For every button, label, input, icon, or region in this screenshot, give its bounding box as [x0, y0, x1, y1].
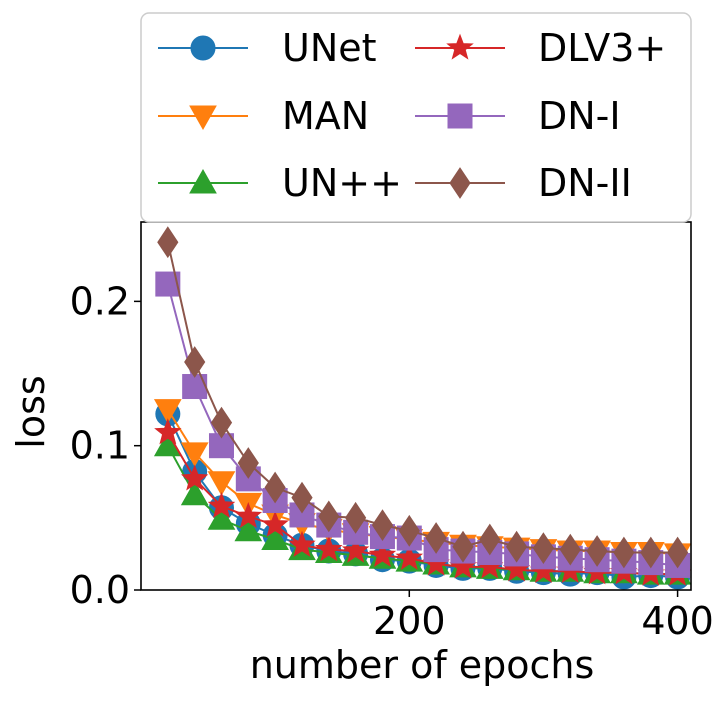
data-point-un — [207, 505, 236, 530]
data-point-un — [234, 516, 263, 542]
data-point-dn-ii — [666, 536, 689, 569]
data-point-dn-ii — [425, 522, 447, 554]
y-tick-label: 0.1 — [70, 424, 130, 468]
data-point-un — [180, 480, 209, 506]
plot-area — [153, 226, 692, 590]
data-point-dn-i — [182, 374, 208, 400]
data-point-man — [180, 442, 209, 467]
legend-entry-man: MAN — [158, 94, 369, 138]
data-point-dn-ii — [210, 406, 233, 439]
y-axis: 0.0 0.1 0.2 — [70, 279, 141, 612]
data-point-un — [261, 525, 289, 550]
legend-entry-un: UN++ — [158, 161, 402, 205]
data-point-dn-ii — [398, 514, 420, 547]
data-point-dlv3 — [180, 464, 209, 491]
data-point-dn-ii — [640, 536, 662, 569]
legend-frame — [140, 12, 692, 223]
legend-label: DLV3+ — [538, 26, 666, 70]
data-point-dlv3 — [288, 530, 316, 557]
data-point-dn-ii — [613, 536, 635, 569]
legend-label: UNet — [282, 26, 377, 70]
legend-entry-unet: UNet — [158, 26, 377, 70]
series-dlv3 — [154, 418, 692, 586]
legend-entry-dn-ii: DN-II — [415, 161, 632, 205]
data-point-dn-ii — [371, 509, 394, 542]
legend-entry-dlv3: DLV3+ — [415, 26, 666, 70]
data-point-dn-ii — [264, 471, 286, 504]
series-dn-i — [155, 271, 691, 578]
data-point-man — [153, 399, 182, 424]
x-axis: 200 400 — [373, 590, 714, 643]
data-point-dlv3 — [341, 536, 370, 563]
data-point-dn-ii — [344, 501, 367, 534]
data-point-dn-ii — [586, 535, 608, 567]
data-point-dn-ii — [559, 533, 581, 566]
data-point-dn-ii — [237, 447, 259, 479]
legend-label: DN-II — [538, 161, 632, 205]
legend-label: DN-I — [538, 94, 621, 138]
y-tick-label: 0.0 — [70, 568, 130, 612]
legend-marker-dn-ii — [449, 167, 471, 199]
data-point-dlv3 — [395, 543, 424, 570]
data-point-dn-ii — [505, 530, 528, 563]
data-point-dlv3 — [315, 535, 343, 562]
data-point-dn-ii — [184, 346, 206, 378]
series-man — [153, 399, 692, 568]
data-point-dn-ii — [157, 226, 179, 259]
x-tick-label: 400 — [641, 599, 714, 643]
legend-marker-dlv3 — [446, 33, 474, 60]
data-point-dn-ii — [452, 530, 474, 563]
legend-label: UN++ — [282, 161, 402, 205]
y-tick-label: 0.2 — [70, 279, 130, 323]
legend-entry-dn-i: DN-I — [415, 94, 621, 138]
y-axis-label: loss — [9, 375, 53, 448]
data-point-dn-ii — [318, 500, 340, 533]
series-dn-ii — [157, 226, 689, 569]
legend: UNet MAN UN++ DLV3+ DN-I DN-II — [140, 12, 692, 223]
data-point-dlv3 — [207, 491, 236, 518]
legend-marker-dn-i — [447, 103, 473, 129]
data-point-dlv3 — [234, 501, 263, 529]
data-point-dlv3 — [154, 418, 182, 445]
data-point-dn-ii — [479, 523, 501, 556]
legend-marker-un — [189, 168, 217, 194]
legend-label: MAN — [282, 94, 369, 138]
data-point-dlv3 — [261, 510, 289, 537]
data-point-dn-ii — [532, 532, 555, 565]
legend-marker-unet — [190, 35, 216, 61]
data-point-dn-i — [155, 271, 181, 297]
x-axis-label: number of epochs — [250, 643, 595, 687]
data-point-dlv3 — [368, 540, 397, 568]
legend-marker-man — [189, 105, 217, 131]
data-point-man — [207, 471, 236, 496]
x-tick-label: 200 — [373, 599, 446, 643]
data-point-dn-ii — [291, 481, 313, 514]
